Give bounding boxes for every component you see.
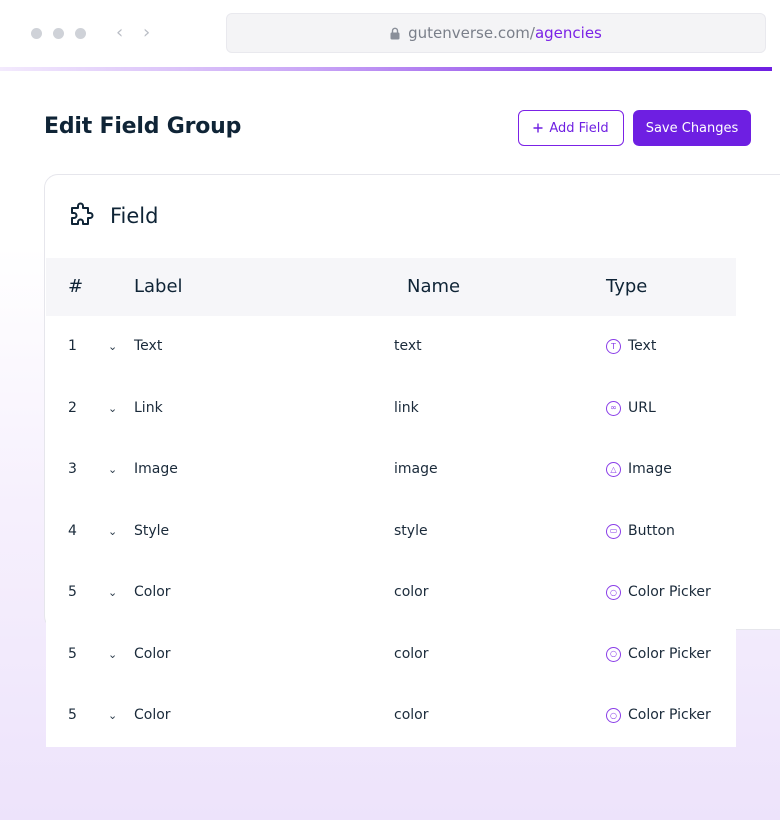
row-type: △ Image xyxy=(606,439,672,501)
row-type: ○ Color Picker xyxy=(606,685,711,747)
text-type-icon: T xyxy=(606,339,621,355)
row-number: 5 xyxy=(68,584,77,600)
save-changes-button[interactable]: Save Changes xyxy=(633,110,751,146)
row-type-label: Image xyxy=(628,461,672,477)
row-number: 4 xyxy=(68,522,77,539)
window-minimize-dot[interactable] xyxy=(53,28,64,39)
column-header-label: Label xyxy=(134,276,183,297)
color-picker-type-icon: ○ xyxy=(606,585,621,601)
window-close-dot[interactable] xyxy=(31,28,42,39)
row-type: ○ Color Picker xyxy=(606,562,711,624)
table-row[interactable]: 4 ⌄ Style style ▭ Button xyxy=(46,500,736,563)
chevron-down-icon[interactable]: ⌄ xyxy=(108,463,118,476)
table-header: # Label Name Type xyxy=(46,258,736,316)
row-number: 1 xyxy=(68,338,77,354)
row-type-label: Button xyxy=(628,522,675,539)
chevron-down-icon[interactable]: ⌄ xyxy=(108,340,118,353)
table-row[interactable]: 5 ⌄ Color color ○ Color Picker xyxy=(46,685,736,747)
add-field-button[interactable]: Add Field xyxy=(518,110,624,146)
row-label: Link xyxy=(134,399,163,416)
row-name: link xyxy=(394,399,419,416)
row-label: Color xyxy=(134,707,171,723)
chevron-down-icon[interactable]: ⌄ xyxy=(108,401,118,415)
accent-divider xyxy=(0,67,772,71)
row-label: Text xyxy=(134,338,163,354)
row-name: style xyxy=(394,522,428,539)
address-bar[interactable]: gutenverse.com/agencies xyxy=(226,13,766,53)
table-row[interactable]: 3 ⌄ Image image △ Image xyxy=(46,439,736,501)
chevron-down-icon[interactable]: ⌄ xyxy=(108,709,118,722)
row-type: ▭ Button xyxy=(606,501,675,563)
row-number: 5 xyxy=(68,645,77,662)
table-row[interactable]: 5 ⌄ Color color ○ Color Picker xyxy=(46,562,736,624)
row-label: Style xyxy=(134,522,170,539)
color-picker-type-icon: ○ xyxy=(606,646,621,662)
back-arrow-icon[interactable]: ‹ xyxy=(116,22,124,43)
link-type-icon: ∞ xyxy=(606,400,621,416)
url-path: agencies xyxy=(534,24,602,42)
puzzle-icon xyxy=(71,202,94,225)
row-type-label: Text xyxy=(628,338,657,354)
url-domain: gutenverse.com/ xyxy=(408,24,535,42)
lock-icon xyxy=(390,27,400,39)
row-type: ○ Color Picker xyxy=(606,624,711,686)
row-type-label: Color Picker xyxy=(628,707,711,723)
forward-arrow-icon[interactable]: › xyxy=(143,22,151,43)
row-label: Color xyxy=(134,645,171,662)
row-name: color xyxy=(394,584,429,600)
color-picker-type-icon: ○ xyxy=(606,708,621,724)
button-type-icon: ▭ xyxy=(606,523,621,539)
row-number: 2 xyxy=(68,399,77,416)
row-name: text xyxy=(394,338,422,354)
row-type-label: Color Picker xyxy=(628,584,711,600)
row-name: color xyxy=(394,707,429,723)
chevron-down-icon[interactable]: ⌄ xyxy=(108,647,118,661)
add-field-label: Add Field xyxy=(549,120,609,136)
card-header: Field xyxy=(68,202,158,230)
table-row[interactable]: 5 ⌄ Color color ○ Color Picker xyxy=(46,623,736,686)
chevron-down-icon[interactable]: ⌄ xyxy=(108,524,118,538)
column-header-type: Type xyxy=(606,276,648,297)
row-number: 3 xyxy=(68,461,77,477)
table-row[interactable]: 1 ⌄ Text text T Text xyxy=(46,316,736,378)
plus-icon xyxy=(533,123,543,133)
row-name: image xyxy=(394,461,438,477)
row-type: ∞ URL xyxy=(606,378,656,440)
table-row[interactable]: 2 ⌄ Link link ∞ URL xyxy=(46,377,736,440)
column-header-name: Name xyxy=(407,276,461,297)
row-name: color xyxy=(394,645,429,662)
row-type-label: URL xyxy=(628,399,656,416)
card-title: Field xyxy=(110,204,159,228)
row-type-label: Color Picker xyxy=(628,645,711,662)
fields-table: # Label Name Type 1 ⌄ Text text T Text 2… xyxy=(46,258,736,747)
row-number: 5 xyxy=(68,707,77,723)
window-maximize-dot[interactable] xyxy=(75,28,86,39)
row-label: Color xyxy=(134,584,171,600)
browser-chrome: ‹ › gutenverse.com/agencies xyxy=(0,0,780,68)
row-label: Image xyxy=(134,461,178,477)
image-type-icon: △ xyxy=(606,462,621,478)
row-type: T Text xyxy=(606,316,656,378)
page-title: Edit Field Group xyxy=(44,114,242,139)
column-header-number: # xyxy=(68,276,84,297)
chevron-down-icon[interactable]: ⌄ xyxy=(108,586,118,599)
